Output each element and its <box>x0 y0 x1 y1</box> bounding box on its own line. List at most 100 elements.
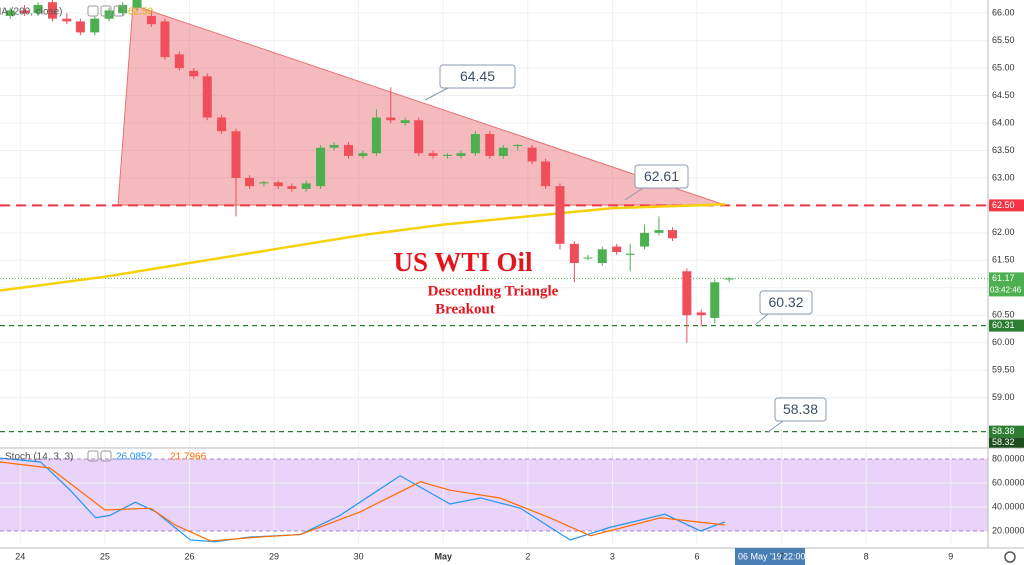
candle-body <box>612 246 622 253</box>
x-tick-label: 2 <box>525 551 530 561</box>
callout-box <box>439 64 516 89</box>
candle-body <box>541 161 551 187</box>
legend-value: 21.7966 <box>170 452 207 463</box>
candle-body <box>118 4 128 14</box>
candle-body <box>47 2 57 19</box>
candle-body <box>217 117 227 132</box>
candle-body <box>231 131 241 178</box>
annotation: Descending Triangle <box>428 283 559 299</box>
candle-body <box>569 243 579 264</box>
candle-body <box>442 154 452 156</box>
callout-pointer <box>624 187 644 201</box>
level-box <box>989 199 1024 212</box>
callout-label: 64.45 <box>460 68 495 84</box>
candle-body <box>104 10 114 19</box>
candle-body <box>710 282 720 318</box>
x-tick-label: 8 <box>864 551 869 561</box>
candle-body <box>202 76 212 118</box>
y-tick-label: 60.00 <box>992 337 1015 347</box>
y-tick-label: 63.50 <box>992 145 1015 155</box>
annotation: Breakout <box>435 301 495 317</box>
candle-body <box>189 70 199 77</box>
y-tick-label: 63.00 <box>992 172 1015 182</box>
candle-body <box>316 147 326 187</box>
icon <box>87 5 99 17</box>
candle-body <box>20 10 30 14</box>
y-tick-label: 20.0000 <box>992 525 1024 535</box>
candle-body <box>667 230 677 239</box>
cursor-date: 06 May '19 <box>738 551 782 561</box>
candle-body <box>174 54 184 69</box>
candle-body <box>485 133 495 156</box>
y-tick-label: 61.50 <box>992 255 1015 265</box>
ma-line <box>0 203 725 292</box>
candle-body <box>5 10 15 16</box>
candle-body <box>344 144 354 156</box>
callout-box <box>634 164 689 189</box>
level-box <box>989 437 1024 448</box>
x-tick-label: 7 <box>779 551 784 561</box>
callout-pointer <box>424 87 449 101</box>
candle-body <box>245 177 255 187</box>
y-tick-label: 59.00 <box>992 392 1015 402</box>
candle-body <box>414 120 424 154</box>
candle-body <box>371 117 381 154</box>
y-tick-label: 60.50 <box>992 310 1015 320</box>
legend-label: MA (200, close) <box>0 7 62 18</box>
candle-body <box>301 183 311 189</box>
candle-body <box>625 253 635 255</box>
x-tick-label: 9 <box>948 551 953 561</box>
level-label: 58.38 <box>992 426 1015 436</box>
cursor-box <box>735 548 805 565</box>
price-label: 61.17 <box>992 273 1015 283</box>
stoch-line <box>0 461 725 542</box>
cursor-time: 22:00 <box>783 551 806 561</box>
candle-body <box>33 4 43 14</box>
callout-pointer <box>754 313 769 326</box>
chart-title: US WTI Oil <box>393 247 533 277</box>
candle-body <box>724 278 734 280</box>
candle-body <box>513 144 523 147</box>
callout-box <box>774 397 827 422</box>
y-tick-label: 65.00 <box>992 62 1015 72</box>
y-tick-label: 64.00 <box>992 117 1015 127</box>
candle-body <box>428 153 438 156</box>
level-label: 58.32 <box>992 437 1015 447</box>
icon <box>100 5 112 17</box>
candle-body <box>470 133 480 154</box>
candle-body <box>358 153 368 156</box>
candle-body <box>527 147 537 162</box>
candle-body <box>132 0 142 8</box>
price-box <box>989 272 1024 297</box>
x-tick-label: 3 <box>610 551 615 561</box>
settings-icon[interactable] <box>1004 551 1016 563</box>
y-tick-label: 40.0000 <box>992 501 1024 511</box>
candle-body <box>696 312 706 316</box>
legend-icons <box>87 450 112 462</box>
callout-label: 60.32 <box>768 294 803 310</box>
candle-body <box>160 21 170 58</box>
legend-label: Stoch (14, 3, 3) <box>5 452 73 463</box>
y-tick-label: 66.00 <box>992 8 1015 18</box>
candle-body <box>400 120 410 124</box>
level-box <box>989 425 1024 438</box>
legend-icons <box>87 5 125 17</box>
candle-body <box>146 15 156 25</box>
candle-body <box>62 18 72 22</box>
legend-value: 26.0852 <box>116 452 153 463</box>
y-tick-label: 64.50 <box>992 90 1015 100</box>
y-tick-label: 65.50 <box>992 35 1015 45</box>
candle-body <box>583 257 593 259</box>
callout-pointer <box>767 420 784 433</box>
callout-label: 62.61 <box>644 168 679 184</box>
level-box <box>989 319 1024 332</box>
y-tick-label: 59.50 <box>992 364 1015 374</box>
candle-body <box>456 153 466 156</box>
marks <box>0 0 988 543</box>
icon <box>87 450 99 462</box>
legend-value: 62.50 <box>128 7 153 18</box>
candle-body <box>287 186 297 189</box>
y-tick-label: 62.00 <box>992 227 1015 237</box>
